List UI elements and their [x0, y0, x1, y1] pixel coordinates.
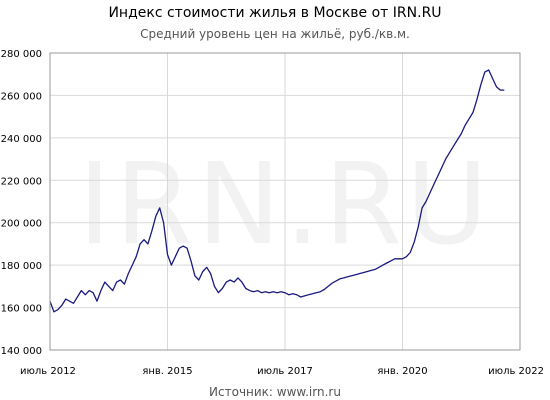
x-tick-label: июль 2012: [20, 366, 76, 377]
series-line: [49, 69, 505, 313]
y-tick-label: 220 000: [1, 176, 42, 187]
y-tick-label: 240 000: [1, 134, 42, 145]
y-tick-label: 180 000: [1, 261, 42, 272]
x-tick-label: янв. 2015: [142, 366, 192, 377]
y-tick-label: 140 000: [1, 346, 42, 357]
y-tick-label: 160 000: [1, 304, 42, 315]
x-grid: [167, 53, 403, 350]
plot-area: IRN.RU: [49, 52, 521, 351]
x-axis-labels: июль 2012 янв. 2015 июль 2017 янв. 2020 июль…: [20, 366, 544, 377]
x-tick-label: июль 2022: [488, 366, 544, 377]
chart-subtitle: Средний уровень цен на жильё, руб./кв.м.: [140, 27, 410, 41]
y-axis-labels: 140 000 160 000 180 000 200 000 220 000 240 0…: [1, 49, 42, 357]
plot-frame: [49, 52, 521, 351]
y-tick-label: 260 000: [1, 91, 42, 102]
y-tick-label: 280 000: [1, 49, 42, 60]
x-tick-label: янв. 2020: [377, 366, 427, 377]
chart-title: Индекс стоимости жилья в Москве от IRN.R…: [108, 5, 441, 21]
x-tick-label: июль 2017: [257, 366, 313, 377]
y-tick-label: 200 000: [1, 219, 42, 230]
watermark-logo: IRN.RU: [78, 140, 492, 270]
source-note: Источник: www.irn.ru: [209, 385, 341, 399]
